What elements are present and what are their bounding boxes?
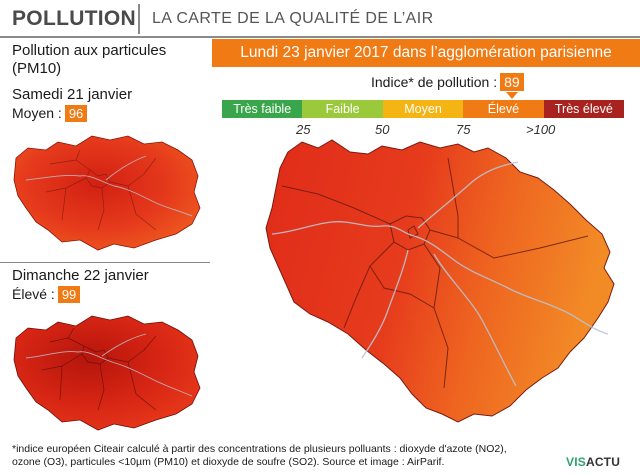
header-title: POLLUTION (12, 7, 137, 30)
day2-label: Dimanche 22 janvier (12, 267, 149, 284)
day2-index-badge: 99 (57, 286, 81, 303)
legend-low: Faible (302, 100, 383, 118)
map-main (265, 139, 615, 423)
logo-part2: ACTU (585, 455, 621, 469)
day2-level-line: Élevé :99 (12, 286, 81, 303)
map-day1 (13, 135, 201, 251)
day1-index-badge: 96 (64, 105, 88, 122)
map-day2 (13, 315, 201, 431)
region-outline (13, 315, 201, 431)
legend-tick-50: 50 (375, 122, 390, 137)
left-heading-line2: (PM10) (12, 60, 62, 77)
legend-very-low: Très faible (222, 100, 303, 118)
region-outline (13, 135, 201, 251)
footer-line1: *indice européen Citeair calculé à parti… (12, 443, 507, 455)
header: POLLUTION LA CARTE DE LA QUALITÉ DE L’AI… (0, 0, 640, 38)
legend-high: Élevé (463, 100, 544, 118)
day1-label: Samedi 21 janvier (12, 86, 133, 103)
left-heading-line1: Pollution aux particules (12, 42, 167, 59)
pollution-index-label: Indice* de pollution (371, 74, 490, 90)
day2-level: Élevé (12, 286, 48, 302)
header-rule (0, 36, 640, 38)
header-divider (138, 4, 140, 34)
legend-tick-25: 25 (296, 122, 311, 137)
day1-level: Moyen (12, 105, 55, 121)
region-outline (265, 139, 615, 423)
logo-part1: VIS (566, 455, 586, 469)
footer-line2: ozone (O3), particules <10µm (PM10) et d… (12, 456, 445, 468)
legend-bar: Très faible Faible Moyen Élevé Très élev… (222, 100, 625, 118)
visactu-logo: VISACTU (566, 455, 620, 469)
pollution-index-badge: 89 (500, 73, 524, 91)
legend-tick-75: 75 (456, 122, 471, 137)
date-banner: Lundi 23 janvier 2017 dans l’agglomérati… (212, 39, 640, 67)
header-subtitle: LA CARTE DE LA QUALITÉ DE L’AIR (152, 10, 434, 27)
legend-very-high: Très élevé (543, 100, 625, 118)
left-heading: Pollution aux particules (PM10) (12, 42, 166, 78)
legend-tick-100: >100 (526, 122, 556, 137)
footer-note: *indice européen Citeair calculé à parti… (12, 443, 507, 469)
index-pointer (506, 92, 518, 99)
legend-medium: Moyen (382, 100, 464, 118)
pollution-index: Indice* de pollution :89 (371, 73, 524, 91)
day1-level-line: Moyen :96 (12, 105, 88, 122)
left-separator (0, 262, 210, 263)
